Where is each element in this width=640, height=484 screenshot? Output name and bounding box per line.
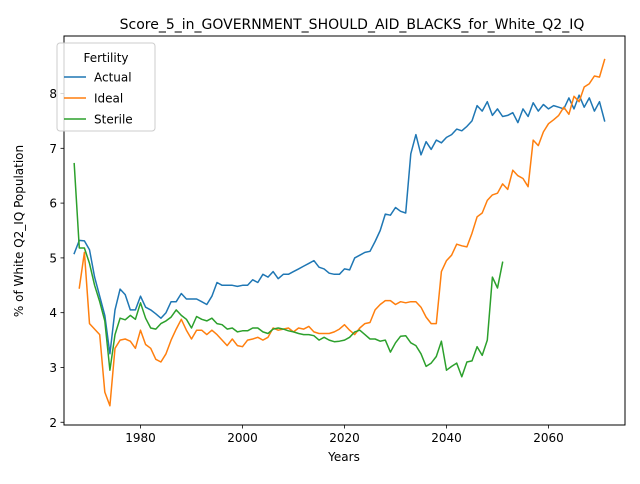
legend-label-actual: Actual (94, 71, 132, 85)
chart-title: Score_5_in_GOVERNMENT_SHOULD_AID_BLACKS_… (120, 17, 585, 33)
y-tick-label: 3 (49, 361, 57, 375)
x-axis: 1980 2000 2020 2040 2060 (125, 425, 564, 445)
y-tick-label: 2 (49, 416, 57, 430)
legend-label-ideal: Ideal (94, 92, 123, 106)
y-tick-label: 4 (49, 306, 57, 320)
x-tick-label: 2020 (329, 431, 360, 445)
y-tick-label: 5 (49, 251, 57, 265)
series-line-ideal (78, 58, 606, 407)
legend: Fertility Actual Ideal Sterile (56, 42, 156, 132)
y-tick-label: 7 (49, 142, 57, 156)
y-tick-label: 6 (49, 197, 57, 211)
legend-items: Actual Ideal Sterile (64, 71, 133, 127)
series-line-sterile (73, 162, 504, 378)
legend-box (56, 42, 156, 132)
legend-title: Fertility (83, 51, 128, 65)
x-tick-label: 2040 (431, 431, 462, 445)
x-tick-label: 2060 (533, 431, 564, 445)
x-tick-label: 1980 (125, 431, 156, 445)
series-line-actual (73, 94, 606, 355)
y-axis-label: % of White Q2_IQ Population (12, 145, 26, 317)
x-tick-label: 2000 (227, 431, 258, 445)
y-tick-label: 8 (49, 87, 57, 101)
legend-label-sterile: Sterile (94, 113, 133, 127)
plot-area: 1980 2000 2020 2040 2060 2 3 4 5 6 7 8 (49, 35, 626, 445)
series-layer (73, 58, 606, 407)
x-axis-label: Years (327, 450, 360, 464)
